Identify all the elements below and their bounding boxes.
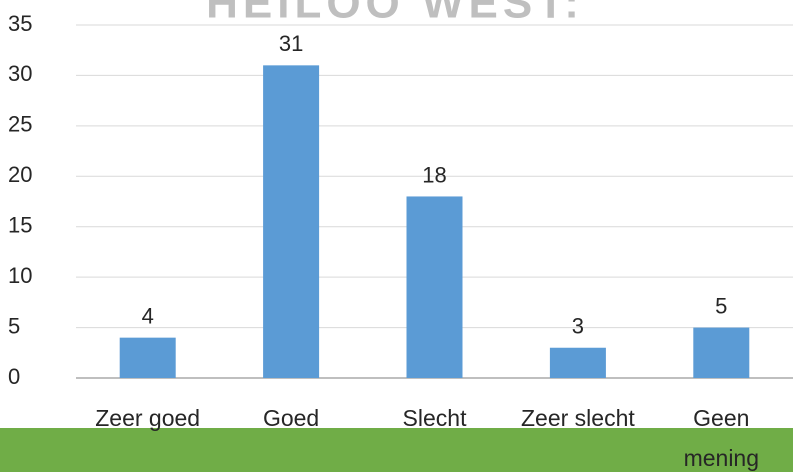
x-tick-label: Zeer goed (95, 405, 201, 431)
y-tick-label: 15 (8, 213, 32, 238)
data-label: 18 (422, 162, 446, 187)
bar (263, 65, 320, 378)
bar (119, 337, 176, 378)
data-label: 31 (279, 31, 303, 56)
y-tick-label: 20 (8, 162, 32, 187)
y-tick-label: 25 (8, 112, 32, 137)
y-tick-label: 10 (8, 263, 32, 288)
data-label: 4 (142, 303, 154, 328)
chart-title: HEILOO WEST: (206, 0, 584, 28)
y-tick-label: 5 (8, 313, 20, 338)
x-tick-label: Zeer slecht (521, 405, 635, 431)
x-tick-label: Slecht (402, 405, 467, 431)
data-label: 3 (572, 314, 584, 339)
footer-band (0, 428, 793, 472)
y-tick-label: 30 (8, 61, 32, 86)
x-tick-label: Goed (262, 405, 320, 431)
data-label: 5 (715, 293, 727, 318)
bar (406, 196, 463, 378)
bar (693, 327, 750, 378)
x-tick-label: Geen mening (683, 405, 760, 471)
y-tick-label: 0 (8, 364, 20, 389)
y-tick-label: 35 (8, 11, 32, 36)
bar (549, 347, 606, 378)
